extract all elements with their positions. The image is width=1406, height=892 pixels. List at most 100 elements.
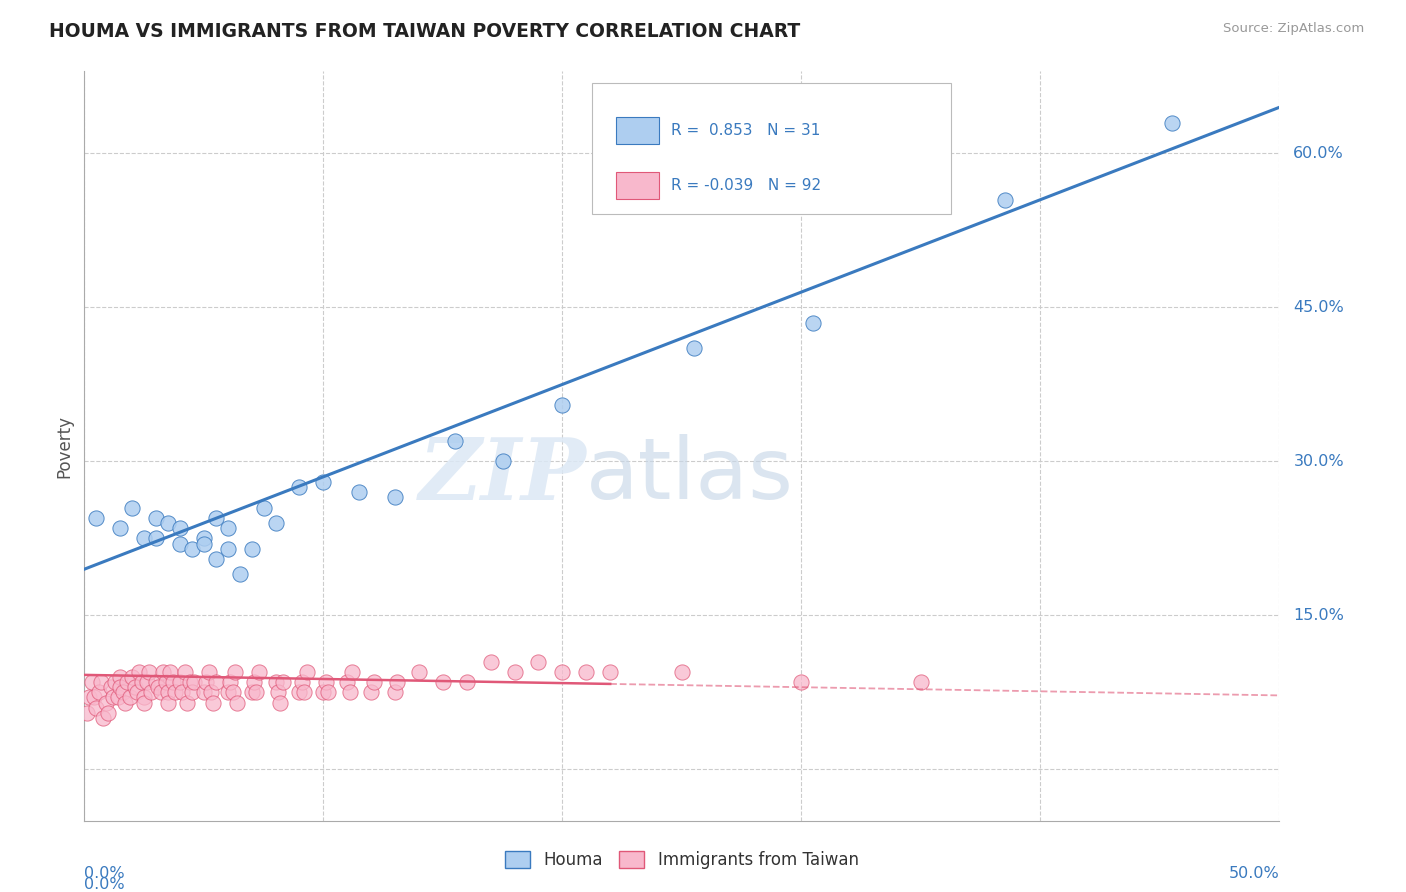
Point (387, 675, 409, 690)
Point (169, 675, 191, 690)
Point (87, 685, 110, 699)
Point (117, 675, 139, 690)
Text: 0.0%: 0.0% (84, 877, 125, 892)
Point (97, 706, 120, 720)
Point (149, 685, 172, 699)
Point (172, 685, 194, 699)
FancyBboxPatch shape (616, 117, 659, 145)
Point (181, 541, 204, 556)
Point (336, 675, 359, 690)
Point (162, 675, 184, 690)
Point (193, 532, 215, 546)
Point (100, 680, 122, 694)
Point (121, 670, 143, 684)
Point (994, 193, 1017, 207)
Point (135, 675, 157, 690)
Text: R = -0.039   N = 92: R = -0.039 N = 92 (671, 178, 821, 193)
Text: HOUMA VS IMMIGRANTS FROM TAIWAN POVERTY CORRELATION CHART: HOUMA VS IMMIGRANTS FROM TAIWAN POVERTY … (49, 22, 800, 41)
Text: Source: ZipAtlas.com: Source: ZipAtlas.com (1223, 22, 1364, 36)
Point (264, 675, 287, 690)
Point (197, 665, 219, 679)
Point (363, 675, 385, 690)
Point (360, 685, 382, 699)
Text: 0.0%: 0.0% (84, 865, 125, 880)
Point (503, 665, 526, 679)
Point (157, 696, 180, 710)
FancyBboxPatch shape (616, 172, 659, 199)
Point (295, 665, 318, 679)
Point (110, 680, 132, 694)
Text: 15.0%: 15.0% (1294, 607, 1344, 623)
Point (77, 690, 100, 705)
Point (157, 516, 180, 530)
Point (195, 675, 218, 690)
Text: 45.0%: 45.0% (1294, 300, 1344, 315)
Text: atlas: atlas (586, 434, 794, 517)
Point (148, 680, 170, 694)
Text: R =  0.853   N = 31: R = 0.853 N = 31 (671, 123, 821, 138)
Point (205, 511, 228, 525)
Point (221, 685, 243, 699)
Point (128, 665, 150, 679)
Text: 60.0%: 60.0% (1294, 146, 1344, 161)
Point (291, 675, 314, 690)
Point (176, 696, 198, 710)
Point (155, 675, 177, 690)
Point (131, 675, 153, 690)
Point (159, 665, 181, 679)
Y-axis label: Poverty: Poverty (55, 415, 73, 477)
Point (114, 696, 136, 710)
Point (384, 491, 406, 505)
Point (205, 552, 228, 566)
Point (217, 685, 239, 699)
Point (243, 675, 266, 690)
Point (217, 521, 239, 535)
Point (173, 665, 195, 679)
Point (288, 685, 311, 699)
Point (76, 706, 98, 720)
Point (183, 675, 205, 690)
Point (551, 665, 574, 679)
Point (527, 655, 550, 669)
Point (107, 690, 129, 705)
Point (683, 342, 706, 356)
Point (575, 665, 598, 679)
Point (86, 511, 108, 525)
Point (157, 685, 180, 699)
Point (181, 685, 204, 699)
Point (444, 434, 467, 448)
Point (1161, 116, 1184, 130)
Point (269, 696, 291, 710)
Point (599, 665, 621, 679)
Point (83, 690, 105, 705)
Point (169, 521, 191, 535)
Point (132, 696, 156, 710)
Point (124, 680, 146, 694)
Point (224, 665, 246, 679)
Point (111, 685, 134, 699)
Point (125, 685, 148, 699)
Point (910, 675, 932, 690)
Point (292, 685, 315, 699)
Point (456, 675, 478, 690)
Point (247, 665, 270, 679)
Point (193, 536, 215, 550)
Point (671, 665, 693, 679)
Point (312, 685, 335, 699)
Point (101, 690, 124, 705)
Point (408, 665, 430, 679)
Point (312, 475, 335, 489)
Point (110, 521, 132, 535)
Point (217, 541, 239, 556)
Point (145, 532, 167, 546)
Point (205, 675, 228, 690)
Point (316, 685, 339, 699)
Point (93, 711, 115, 725)
Point (141, 685, 163, 699)
Point (152, 665, 174, 679)
Point (86, 700, 108, 714)
Legend: Houma, Immigrants from Taiwan: Houma, Immigrants from Taiwan (498, 845, 866, 876)
Point (288, 480, 311, 494)
Point (138, 665, 160, 679)
Point (202, 696, 225, 710)
